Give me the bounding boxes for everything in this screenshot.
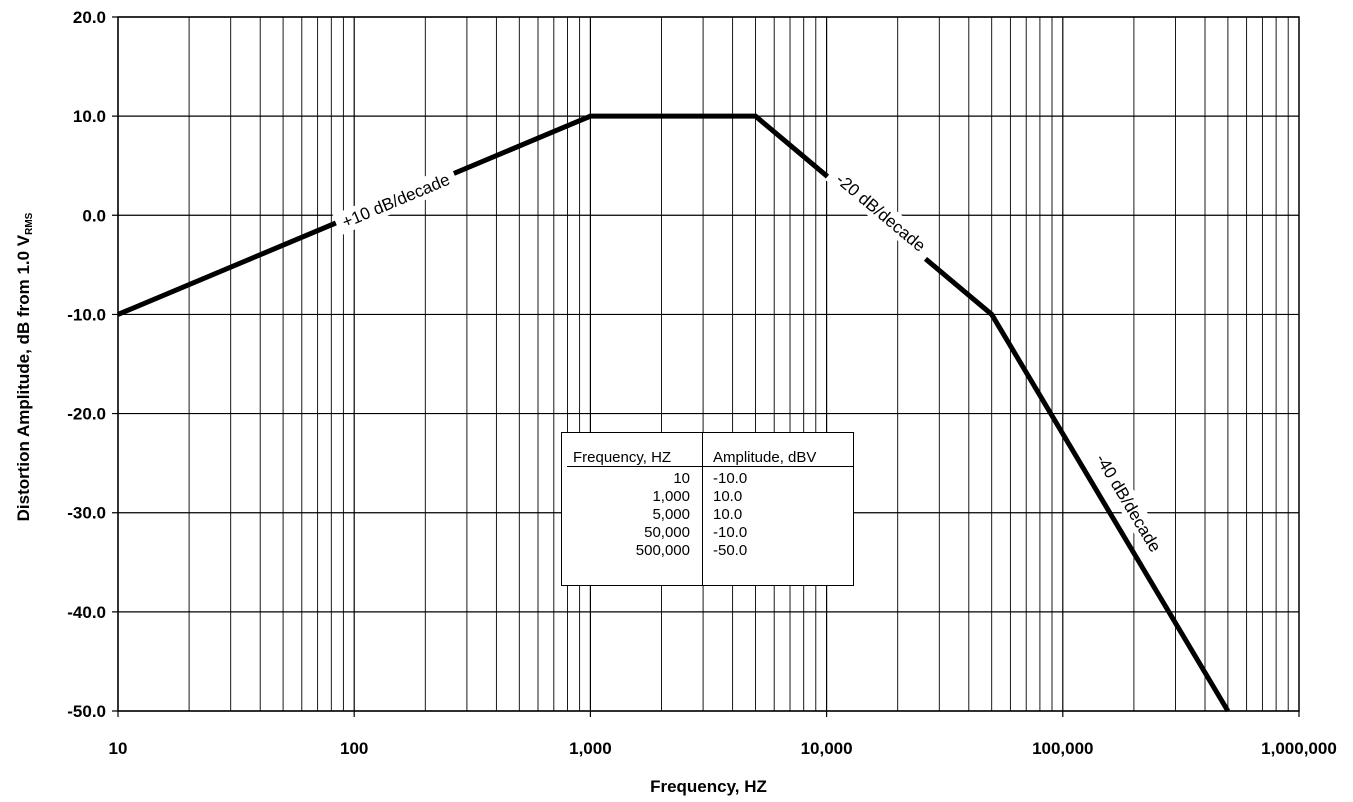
slope-annotation-bg (824, 162, 938, 262)
y-tick-label: 10.0 (73, 107, 106, 126)
y-tick-label: -10.0 (67, 305, 106, 324)
plot-frame (117, 16, 1300, 712)
slope-annotation-label: -20 dB/decade (832, 170, 929, 256)
table-cell-amplitude: 10.0 (713, 506, 743, 523)
grid-lines (112, 16, 1299, 712)
x-tick-label: 100,000 (1032, 739, 1093, 758)
x-axis-title: Frequency, HZ (650, 777, 767, 796)
table-cell-amplitude: -10.0 (713, 524, 748, 541)
y-tick-label: -50.0 (67, 702, 106, 721)
x-tick-label: 1,000,000 (1261, 739, 1337, 758)
slope-annotation: +10 dB/decade (332, 165, 460, 236)
x-axis-ticks: 10 100 1,000 10,000 100,000 1,000,000 (109, 711, 1337, 758)
table-row: 1,000 10.0 (562, 488, 853, 506)
table-cell-amplitude: 10.0 (713, 488, 743, 505)
table-row: 10 -10.0 (562, 470, 853, 488)
x-tick-label: 10 (109, 739, 128, 758)
table-header-rule (567, 466, 853, 467)
y-tick-label: 20.0 (73, 8, 106, 27)
slope-annotation: -20 dB/decade (824, 162, 938, 262)
table-header-amplitude: Amplitude, dBV (713, 449, 817, 466)
y-tick-label: -20.0 (67, 405, 106, 424)
y-tick-label: 0.0 (82, 206, 106, 225)
table-row: 50,000 -10.0 (562, 524, 853, 542)
data-table: Frequency, HZ Amplitude, dBV 10 -10.0 1,00… (561, 432, 854, 586)
y-tick-label: -30.0 (67, 504, 106, 523)
y-tick-label: -40.0 (67, 603, 106, 622)
table-divider (702, 433, 703, 585)
table-cell-frequency: 1,000 (652, 488, 690, 505)
x-tick-label: 1,000 (569, 739, 612, 758)
slope-annotation-bg (332, 165, 460, 236)
table-cell-amplitude: -10.0 (713, 470, 748, 487)
table-cell-frequency: 10 (673, 470, 690, 487)
table-cell-frequency: 500,000 (635, 542, 690, 559)
table-cell-frequency: 5,000 (652, 506, 690, 523)
y-axis-title: Distortion Amplitude, dB from 1.0 VRMS (14, 212, 35, 521)
x-tick-label: 100 (340, 739, 368, 758)
y-axis-ticks: 20.0 10.0 0.0 -10.0 -20.0 -30.0 -40.0 -50.0 (67, 8, 106, 721)
table-row: 500,000 -50.0 (562, 542, 853, 560)
y-axis-title-subscript: RMS (24, 212, 35, 235)
table-row: 5,000 10.0 (562, 506, 853, 524)
table-header-frequency: Frequency, HZ (573, 449, 672, 466)
x-tick-label: 10,000 (801, 739, 853, 758)
table-cell-amplitude: -50.0 (713, 542, 748, 559)
slope-annotation-label: +10 dB/decade (339, 170, 452, 232)
table-cell-frequency: 50,000 (644, 524, 690, 541)
y-axis-title-main: Distortion Amplitude, dB from 1.0 V (14, 234, 33, 521)
slope-annotation-bg (1086, 442, 1171, 564)
